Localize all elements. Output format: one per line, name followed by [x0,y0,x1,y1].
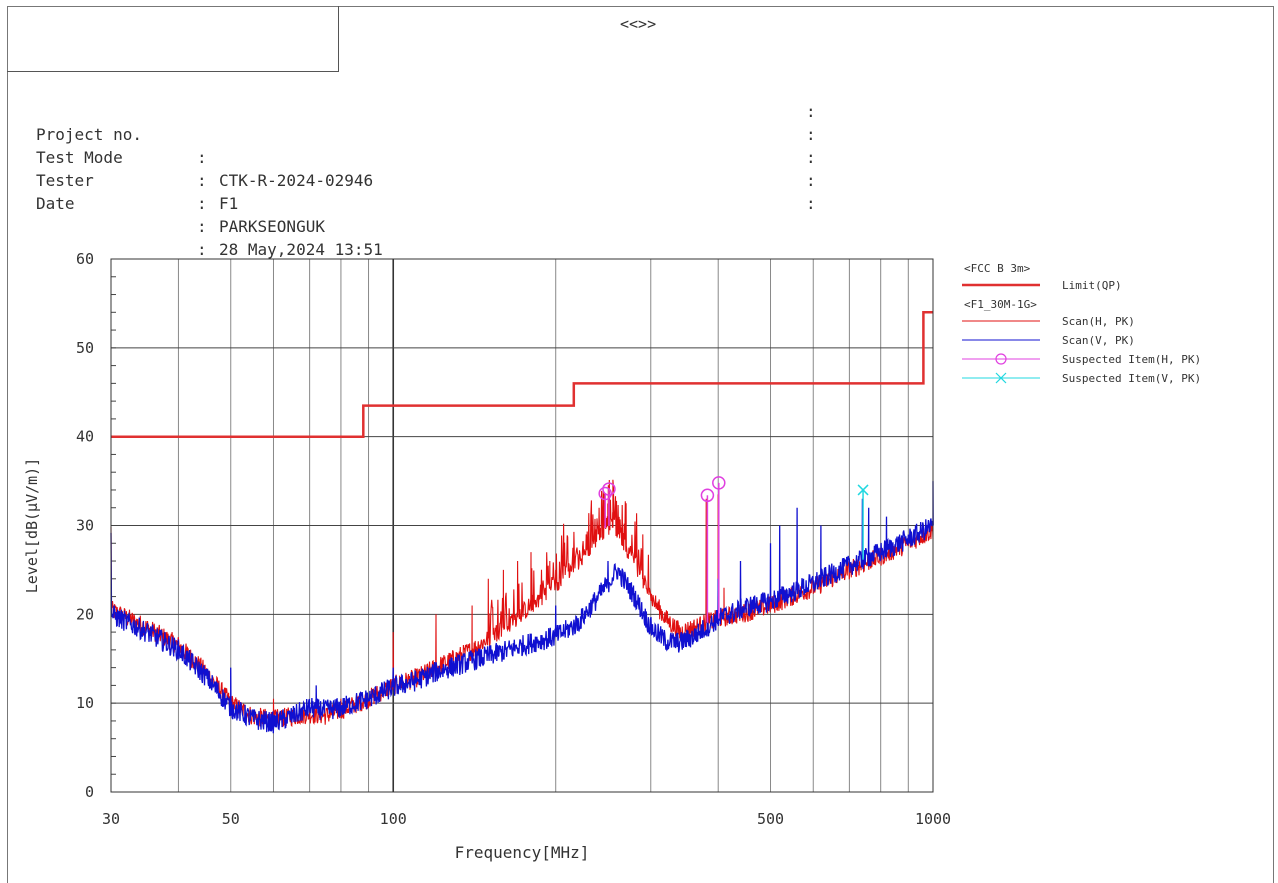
scan-h-series [110,479,934,729]
info-separator: : [197,240,207,259]
info-row-date: Date : 28 May,2024 13:51 [36,169,383,259]
tick-labels: 30 50 100 500 1000 0 10 20 30 40 50 60 [76,250,951,828]
info-separator: : [197,194,207,213]
x-tick-label: 50 [222,810,240,828]
info-value: PARKSEONGUK [219,217,325,236]
page-title: <<>> [620,15,657,33]
info-separator: : [197,171,207,190]
info-row-project: Project no. : CTK-R-2024-02946 [36,100,373,190]
series-layer [110,311,934,734]
info-row-test-mode: Test Mode : F1 [36,123,238,213]
suspected-h-point [712,476,726,490]
grid [110,258,934,793]
right-colon: : [806,171,816,190]
legend-group-title: <FCC B 3m> [964,262,1031,275]
legend-marker [995,372,1007,384]
info-row-blank: : [36,192,207,259]
page-frame [7,6,1274,883]
legend-entry-label: Limit(QP) [1062,279,1122,292]
legend-entry-label: Suspected Item(H, PK) [1062,353,1201,366]
y-tick-label: 30 [76,517,94,535]
y-tick-label: 10 [76,694,94,712]
suspected-h-point [700,488,715,503]
x-tick-label: 100 [380,810,407,828]
info-label: Date [36,194,75,213]
y-tick-label: 0 [85,783,94,801]
marker-layer [598,476,869,623]
test-info: Project no. : CTK-R-2024-02946 Test Mode… [36,100,383,259]
right-colon: : [806,194,816,213]
legend-marker [995,353,1007,365]
y-axis-label: Level[dB(μV/m)] [23,458,41,593]
right-colon: : [806,102,816,121]
y-tick-label: 60 [76,250,94,268]
info-value: 28 May,2024 13:51 [219,240,383,259]
legend-group-title: <F1_30M-1G> [964,298,1037,311]
info-label: Project no. [36,125,142,144]
info-value: F1 [219,194,239,213]
y-tick-label: 50 [76,339,94,357]
right-colon: : [806,148,816,167]
info-separator: : [197,148,207,167]
right-colon: : [806,125,816,144]
limit-qp-line [111,311,933,438]
x-axis-label: Frequency[MHz] [455,843,590,862]
legend-entry-label: Scan(H, PK) [1062,315,1135,328]
info-label: Tester [36,171,94,190]
info-label: Test Mode [36,148,123,167]
scan-v-series [110,481,934,734]
y-tick-label: 20 [76,605,94,623]
legend: <FCC B 3m> Limit(QP) <F1_30M-1G> Scan(H, PK… [962,262,1201,385]
suspected-h-point [598,486,612,501]
suspected-h-point [602,482,616,496]
info-value: CTK-R-2024-02946 [219,171,374,190]
legend-entry-label: Scan(V, PK) [1062,334,1135,347]
right-info-column: : : : : : [806,100,816,215]
suspected-v-point [857,484,869,496]
y-tick-label: 40 [76,428,94,446]
title-box [7,6,339,72]
x-tick-label: 500 [757,810,784,828]
legend-entry-label: Suspected Item(V, PK) [1062,372,1201,385]
info-row-tester: Tester : PARKSEONGUK [36,146,325,236]
cross-stroke [857,484,869,496]
info-separator: : [197,217,207,236]
x-tick-label: 30 [102,810,120,828]
x-tick-label: 1000 [915,810,951,828]
plot-frame [110,258,934,793]
